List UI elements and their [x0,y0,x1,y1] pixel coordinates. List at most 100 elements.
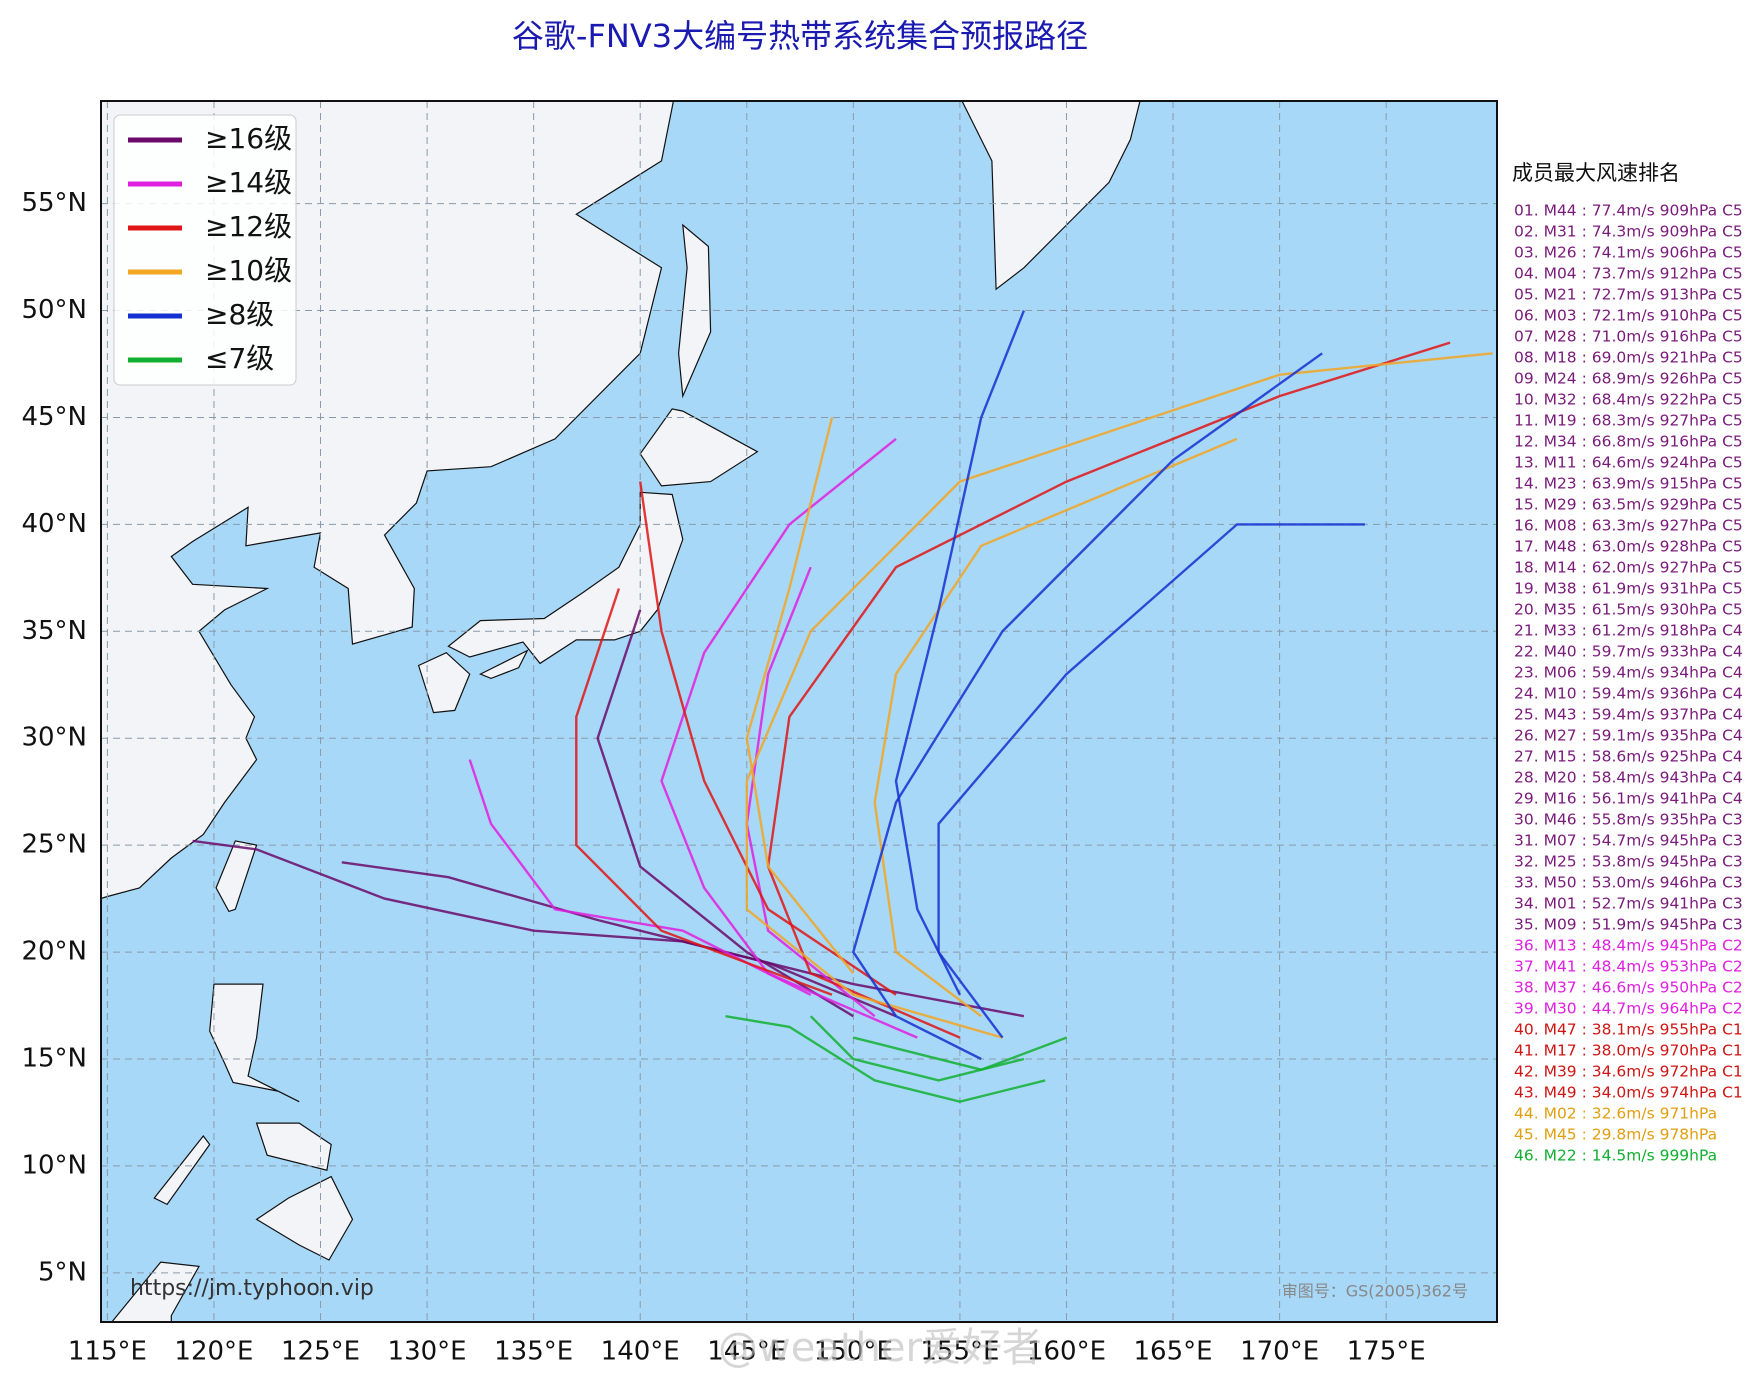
ranking-entry: 12. M34 : 66.8m/s 916hPa C5 [1514,433,1743,451]
legend-label: ≥8级 [205,298,274,331]
ranking-entry: 22. M40 : 59.7m/s 933hPa C4 [1514,643,1743,661]
ranking-entry: 13. M11 : 64.6m/s 924hPa C5 [1514,454,1743,472]
land [255,1122,332,1171]
track-line [192,839,1025,1018]
track-line [894,310,1026,996]
land [209,983,300,1103]
track-line [341,861,897,1018]
x-tick-label: 140°E [601,1337,680,1367]
y-tick-label: 55°N [21,188,87,218]
watermark: @weather爱好者 [718,1325,1042,1371]
ranking-entry: 11. M19 : 68.3m/s 927hPa C5 [1514,412,1743,430]
y-tick-label: 45°N [21,402,87,432]
ranking-entry: 07. M28 : 71.0m/s 916hPa C5 [1514,328,1743,346]
ranking-entry: 16. M08 : 63.3m/s 927hPa C5 [1514,517,1743,535]
track-line [937,523,1365,1039]
ranking-entry: 32. M25 : 53.8m/s 945hPa C3 [1514,853,1743,871]
land [639,408,759,487]
ranking-entry: 10. M32 : 68.4m/s 922hPa C5 [1514,391,1743,409]
ranking-entry: 36. M13 : 48.4m/s 945hPa C2 [1514,937,1743,955]
y-tick-label: 20°N [21,937,87,967]
y-tick-label: 10°N [21,1150,87,1180]
legend-label: ≥16级 [205,122,292,155]
ranking-entry: 19. M38 : 61.9m/s 931hPa C5 [1514,580,1743,598]
y-tick-label: 25°N [21,830,87,860]
ranking-entry: 09. M24 : 68.9m/s 926hPa C5 [1514,370,1743,388]
land [255,1175,354,1261]
ranking-entry: 37. M41 : 48.4m/s 953hPa C2 [1514,958,1743,976]
x-tick-label: 160°E [1027,1337,1106,1367]
track-line [596,609,854,1018]
x-tick-label: 120°E [174,1337,253,1367]
ranking-entry: 30. M46 : 55.8m/s 935hPa C3 [1514,811,1743,829]
ranking-entry: 28. M20 : 58.4m/s 943hPa C4 [1514,769,1743,787]
y-tick-label: 50°N [21,295,87,325]
ranking-entry: 29. M16 : 56.1m/s 941hPa C4 [1514,790,1743,808]
legend-label: ≤7级 [205,342,274,375]
track-line [468,759,812,996]
ranking-entry: 23. M06 : 59.4m/s 934hPa C4 [1514,664,1743,682]
ranking-entry: 15. M29 : 63.5m/s 929hPa C5 [1514,496,1743,514]
land [111,1261,200,1322]
y-tick-label: 40°N [21,509,87,539]
y-tick-label: 35°N [21,616,87,646]
x-tick-label: 115°E [68,1337,147,1367]
ranking-entry: 21. M33 : 61.2m/s 918hPa C4 [1514,622,1743,640]
y-tick-label: 15°N [21,1043,87,1073]
land [153,1135,211,1206]
ranking-entry: 03. M26 : 74.1m/s 906hPa C5 [1514,244,1743,262]
ranking-entry: 27. M15 : 58.6m/s 925hPa C4 [1514,748,1743,766]
ranking-entry: 01. M44 : 77.4m/s 909hPa C5 [1514,202,1743,220]
ranking-entry: 25. M43 : 59.4m/s 937hPa C4 [1514,706,1743,724]
source-url: https://jm.typhoon.vip [130,1276,374,1301]
ranking-entry: 46. M22 : 14.5m/s 999hPa [1514,1147,1717,1165]
land [417,651,471,714]
ranking-entry: 08. M18 : 69.0m/s 921hPa C5 [1514,349,1743,367]
y-tick-label: 30°N [21,723,87,753]
track-line [873,437,1238,1018]
ranking-entry: 06. M03 : 72.1m/s 910hPa C5 [1514,307,1743,325]
track-line [745,352,1493,1039]
ranking-entry: 43. M49 : 34.0m/s 974hPa C1 [1514,1084,1743,1102]
x-tick-label: 145°E [707,1337,786,1367]
ranking-entry: 17. M48 : 63.0m/s 928hPa C5 [1514,538,1743,556]
ranking-entry: 39. M30 : 44.7m/s 964hPa C2 [1514,1000,1743,1018]
ranking-entry: 18. M14 : 62.0m/s 927hPa C5 [1514,559,1743,577]
x-tick-label: 175°E [1347,1337,1426,1367]
y-tick-label: 5°N [38,1257,87,1287]
ranking-entry: 40. M47 : 38.1m/s 955hPa C1 [1514,1021,1743,1039]
track-line [745,417,855,975]
track-line [853,1036,1067,1071]
ranking-entry: 33. M50 : 53.0m/s 946hPa C3 [1514,874,1743,892]
ranking-entry: 26. M27 : 59.1m/s 935hPa C4 [1514,727,1743,745]
ranking-entry: 31. M07 : 54.7m/s 945hPa C3 [1514,832,1743,850]
x-tick-label: 150°E [814,1337,893,1367]
ranking-entry: 41. M17 : 38.0m/s 970hPa C1 [1514,1042,1743,1060]
x-tick-label: 130°E [388,1337,467,1367]
ranking-entry: 02. M31 : 74.3m/s 909hPa C5 [1514,223,1743,241]
ranking-entry: 24. M10 : 59.4m/s 936hPa C4 [1514,685,1743,703]
x-tick-label: 135°E [494,1337,573,1367]
plot-frame [100,100,1498,1323]
ranking-entry: 35. M09 : 51.9m/s 945hPa C3 [1514,916,1743,934]
ranking-entry: 14. M23 : 63.9m/s 915hPa C5 [1514,475,1743,493]
x-tick-label: 155°E [920,1337,999,1367]
legend-label: ≥12级 [205,210,292,243]
approval-note: 审图号：GS(2005)362号 [1282,1282,1468,1301]
land [478,649,529,680]
ranking-entry: 20. M35 : 61.5m/s 930hPa C5 [1514,601,1743,619]
ranking-entry: 34. M01 : 52.7m/s 941hPa C3 [1514,895,1743,913]
ranking-entry: 38. M37 : 46.6m/s 950hPa C2 [1514,979,1743,997]
ranking-entry: 44. M02 : 32.6m/s 971hPa [1514,1105,1717,1123]
land [447,491,684,665]
ranking-entry: 45. M45 : 29.8m/s 978hPa [1514,1126,1717,1144]
ranking-entry: 04. M04 : 73.7m/s 912hPa C5 [1514,265,1743,283]
land [215,840,258,913]
x-tick-label: 170°E [1240,1337,1319,1367]
ranking-entry: 05. M21 : 72.7m/s 913hPa C5 [1514,286,1743,304]
track-line [575,588,833,996]
x-tick-label: 125°E [281,1337,360,1367]
ranking-entry: 42. M39 : 34.6m/s 972hPa C1 [1514,1063,1743,1081]
legend-label: ≥10级 [205,254,292,287]
